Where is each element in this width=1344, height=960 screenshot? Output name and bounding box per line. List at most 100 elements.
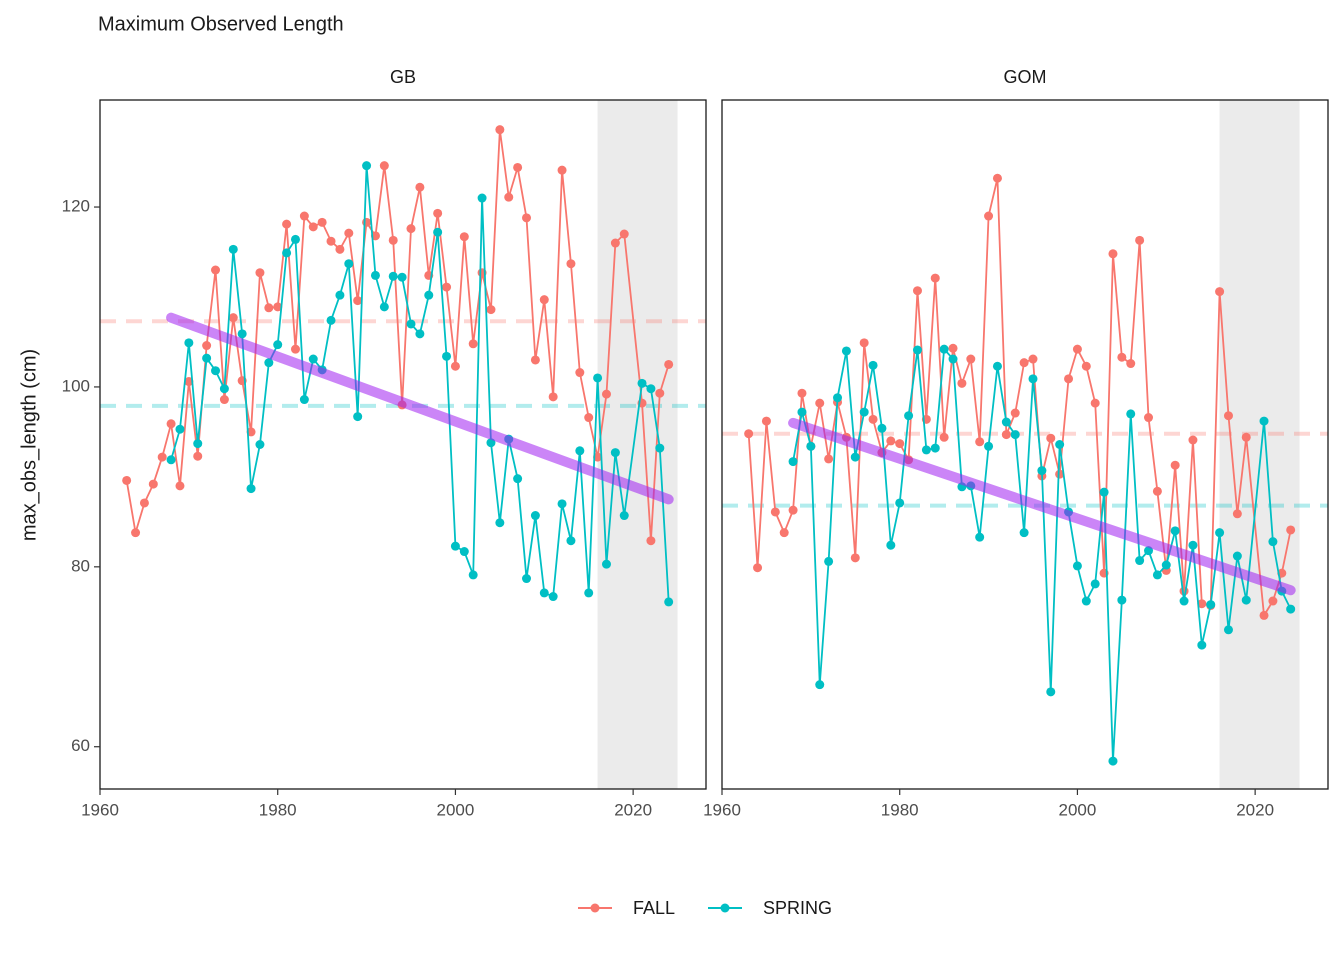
point — [1144, 413, 1154, 423]
y-tick-label: 80 — [71, 556, 90, 575]
point — [1268, 596, 1278, 606]
point — [415, 182, 425, 192]
point — [166, 455, 176, 465]
point — [797, 388, 807, 398]
point — [468, 570, 478, 580]
point — [131, 528, 141, 538]
point — [299, 395, 309, 405]
point — [157, 452, 167, 462]
point — [557, 165, 567, 175]
point — [948, 343, 958, 353]
point — [1161, 560, 1171, 570]
point — [344, 259, 354, 269]
point — [637, 378, 647, 388]
point — [1170, 460, 1180, 470]
point — [433, 227, 443, 237]
point — [939, 432, 949, 442]
point — [246, 484, 256, 494]
point — [815, 680, 825, 690]
point — [912, 286, 922, 296]
point — [397, 272, 407, 282]
point — [1135, 235, 1145, 245]
point — [646, 536, 656, 546]
point — [353, 296, 363, 306]
legend-point — [720, 903, 730, 913]
point — [290, 234, 300, 244]
point — [1081, 596, 1091, 606]
point — [522, 213, 532, 223]
panel-border — [99, 99, 707, 790]
series-line — [170, 165, 670, 602]
point — [1135, 556, 1145, 566]
point — [1197, 640, 1207, 650]
point — [388, 235, 398, 245]
trend-line — [166, 312, 674, 505]
point — [850, 553, 860, 563]
point — [139, 498, 149, 508]
legend-label: SPRING — [763, 898, 832, 918]
point — [655, 443, 665, 453]
point — [255, 440, 265, 449]
point — [228, 313, 238, 323]
point — [539, 295, 549, 305]
point — [992, 361, 1002, 371]
point — [264, 358, 274, 368]
point — [886, 436, 896, 446]
point — [1108, 756, 1118, 766]
point — [593, 373, 603, 383]
point — [1081, 361, 1091, 371]
point — [122, 475, 132, 485]
point — [486, 305, 496, 315]
point — [797, 407, 807, 417]
point — [442, 282, 452, 292]
point — [219, 395, 229, 405]
y-tick-label: 120 — [62, 197, 90, 216]
point — [504, 192, 514, 202]
point — [317, 217, 327, 227]
point — [859, 338, 869, 348]
point — [1215, 287, 1225, 297]
point — [788, 457, 798, 467]
point — [1188, 435, 1198, 445]
point — [459, 547, 469, 557]
point — [513, 162, 523, 172]
shaded-region — [597, 100, 678, 789]
point — [593, 452, 603, 462]
point — [299, 211, 309, 221]
point — [1197, 599, 1207, 609]
point — [433, 208, 443, 218]
point — [406, 319, 416, 329]
point — [513, 474, 523, 484]
point — [912, 345, 922, 355]
point — [601, 559, 611, 569]
point — [1268, 537, 1278, 547]
point — [877, 423, 887, 433]
point — [575, 368, 585, 378]
point — [895, 439, 905, 449]
x-tick-label: 2020 — [614, 800, 652, 819]
point — [966, 354, 976, 364]
point — [193, 451, 203, 461]
point — [1028, 374, 1038, 384]
point — [886, 540, 896, 550]
point — [308, 354, 318, 364]
point — [495, 125, 505, 135]
point — [530, 355, 540, 365]
point — [1010, 430, 1020, 440]
point — [948, 354, 958, 364]
point — [1117, 352, 1127, 362]
point — [921, 445, 931, 455]
point — [646, 384, 656, 394]
point — [850, 452, 860, 462]
point — [824, 454, 834, 464]
point — [1019, 358, 1029, 368]
panel-border — [721, 99, 1329, 790]
point — [664, 359, 674, 369]
point — [610, 238, 620, 248]
plot-area — [100, 100, 706, 789]
point — [495, 518, 505, 528]
point — [335, 290, 345, 300]
point — [379, 161, 389, 171]
point — [1001, 430, 1011, 440]
x-tick-label: 2000 — [1059, 800, 1097, 819]
